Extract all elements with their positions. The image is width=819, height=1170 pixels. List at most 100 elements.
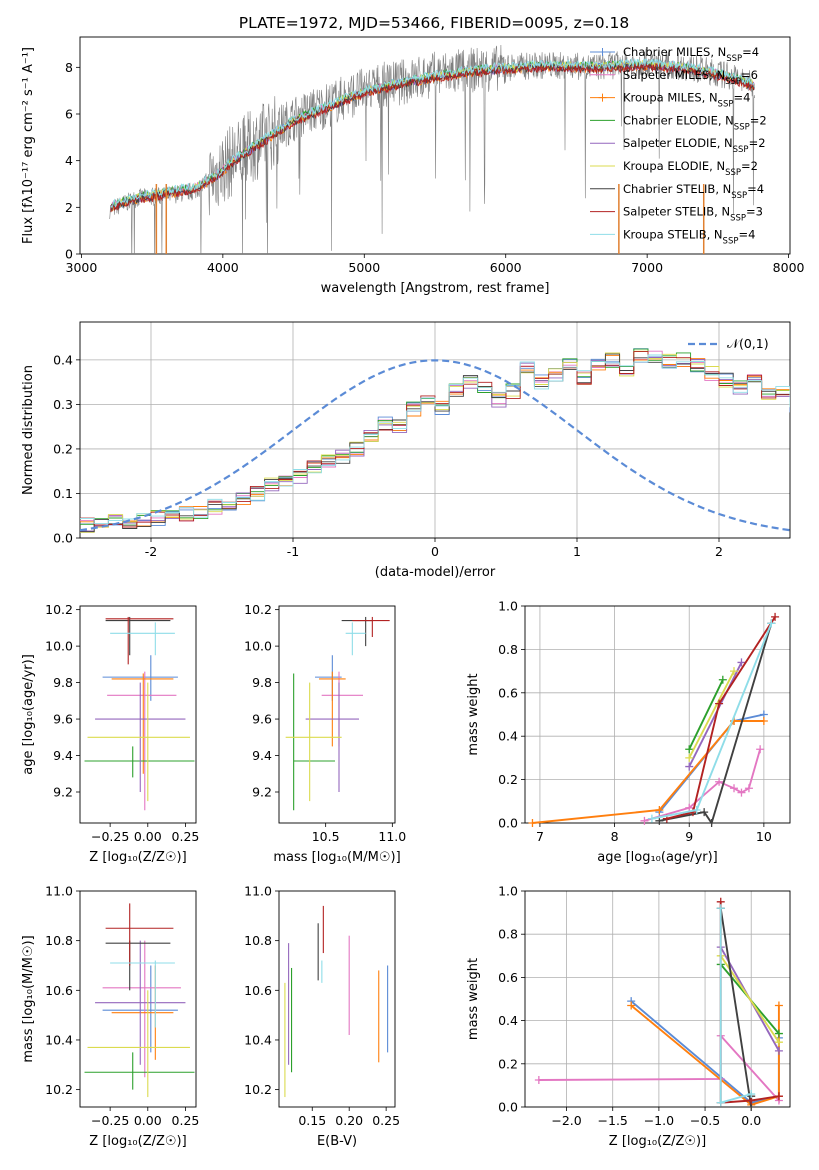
legend-suffix: =3 [746,205,763,219]
x-tick-label: −1.5 [598,1113,628,1128]
y-tick-label: 0.0 [498,1100,518,1115]
weight-marker [767,619,776,628]
weight-marker [685,753,694,762]
mass-vs-metallicity-panel: −0.25 0.00 0.25 10.2 10.4 10.6 10.8 11.0 Z [log₁… [21,884,199,1150]
x-tick-label: 8000 [773,260,805,275]
y-tick-label: 10.4 [45,1032,73,1047]
y-tick-label: 1.0 [498,884,518,899]
legend-name: Salpeter MILES, N [623,68,725,82]
y-tick-label: 9.2 [53,785,73,800]
x-tick-label: 4000 [207,260,239,275]
y-tick-label: 4 [65,153,73,168]
weight-marker [715,777,724,786]
x-axis-label: (data-model)/error [375,565,496,580]
weight-marker [718,675,727,684]
weight-marker [759,717,768,726]
weight-vs-age-panel: 7 8 9 10 0.0 0.2 0.4 0.6 0.8 1.0 age [log₁₀(age/yr… [466,599,791,865]
weight-marker [715,699,724,708]
legend-suffix: =4 [733,91,750,105]
y-tick-label: 10.6 [244,983,272,998]
legend-suffix: =4 [738,227,755,241]
y-tick-label: 10.6 [45,983,73,998]
weight-marker [774,1029,783,1038]
weight-marker [756,745,765,754]
y-tick-label: 10.2 [45,602,73,617]
y-tick-label: 0 [65,247,73,262]
weight-marker [730,784,739,793]
x-tick-label: 0.00 [134,829,162,844]
weight-marker [640,816,649,825]
x-tick-label: 10.5 [312,829,340,844]
y-axis-label: Flux [fλ10⁻¹⁷ erg cm⁻² s⁻¹ A⁻¹] [21,47,36,244]
axes-frame [278,890,396,1108]
y-tick-label: 9.6 [53,712,73,727]
legend-name: Kroupa MILES, N [623,91,718,105]
age-vs-mass-panel: 10.5 11.0 9.2 9.4 9.6 9.8 10.0 10.2 mass [log₁₀(… [244,602,406,865]
y-tick-label: 6 [65,107,73,122]
weight-marker [716,904,725,913]
x-axis-label: Z [log₁₀(Z/Z☉)] [89,1134,186,1149]
x-tick-label: 6000 [490,260,522,275]
y-axis-label: mass [log₁₀(M/M☉)] [21,935,36,1062]
weight-marker [685,762,694,771]
axes-frame [524,890,791,1108]
legend-suffix: =2 [741,159,758,173]
legend-label: Chabrier MILES, NSSP=4 [623,45,759,64]
legend-name: Chabrier MILES, N [623,45,726,59]
y-axis-label: mass weight [466,673,481,755]
x-axis-label: Z [log₁₀(Z/Z☉)] [89,850,186,865]
legend-suffix: =4 [742,45,759,59]
x-axis-label: E(B-V) [317,1134,357,1149]
weight-marker [771,612,780,621]
x-tick-label: −0.5 [690,1113,720,1128]
weight-series-line [659,623,773,826]
plot-area [80,348,790,533]
x-tick-label: −0.25 [91,1113,129,1128]
legend-label: Salpeter ELODIE, NSSP=2 [623,136,766,155]
legend-sub: SSP [731,191,747,201]
y-tick-label: 10.8 [45,933,73,948]
axes-frame [79,321,791,539]
y-tick-label: 10.0 [244,639,272,654]
legend-sub: SSP [718,100,734,110]
legend-name: Salpeter STELIB, N [623,205,730,219]
x-tick-label: -2 [145,544,157,559]
legend-sub: SSP [725,168,741,178]
weight-series-line [688,670,735,759]
legend-suffix: =4 [747,182,764,196]
weight-series-line [688,661,743,768]
y-axis-label: age [log₁₀(age/yr)] [21,654,36,775]
axes-frame [79,890,197,1108]
y-tick-label: 0.8 [498,927,518,942]
x-tick-label: 10 [756,829,772,844]
x-tick-label: 0.0 [741,1113,761,1128]
legend-sub: SSP [734,122,750,132]
x-tick-label: 8 [611,829,619,844]
age-vs-metallicity-panel: −0.25 0.00 0.25 9.2 9.4 9.6 9.8 10.0 10.2 Z [log₁… [21,602,199,865]
legend-label: Salpeter STELIB, NSSP=3 [623,205,763,224]
weight-marker [774,1001,783,1010]
x-axis-label: wavelength [Angstrom, rest frame] [321,281,550,296]
x-tick-label: −2.0 [551,1113,581,1128]
x-axis-label: age [log₁₀(age/yr)] [597,850,718,865]
y-axis-label: mass weight [466,958,481,1040]
x-tick-label: 2 [715,544,723,559]
gaussian-curve [80,359,790,532]
weight-marker [647,814,656,823]
y-tick-label: 10.4 [244,1032,272,1047]
axes-frame [79,36,791,255]
weight-vs-metallicity-panel: −2.0 −1.5 −1.0 −0.5 0.0 0.0 0.2 0.4 0.6 0.8 1.0 Z [… [466,884,791,1149]
y-tick-label: 0.4 [498,729,518,744]
weight-marker [730,667,739,676]
y-tick-label: 0.6 [498,970,518,985]
x-tick-label: 0.25 [172,829,200,844]
axes-frame [79,605,197,824]
x-tick-label: 11.0 [378,829,406,844]
weight-marker [716,1098,725,1107]
legend-sub: SSP [726,54,742,64]
x-tick-label: 3000 [66,260,98,275]
x-tick-label: 9 [685,829,693,844]
weight-marker [534,1076,543,1084]
x-tick-label: 0 [431,544,439,559]
